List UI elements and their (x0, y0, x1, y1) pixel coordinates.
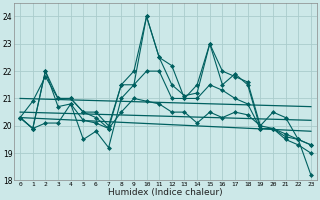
X-axis label: Humidex (Indice chaleur): Humidex (Indice chaleur) (108, 188, 223, 197)
